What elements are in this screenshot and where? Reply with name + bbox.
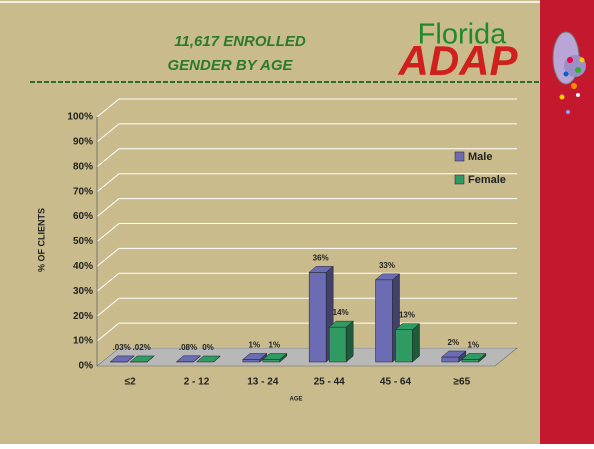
bar — [396, 324, 420, 362]
x-axis-label: AGE — [289, 397, 302, 403]
value-label: 0% — [202, 343, 214, 352]
value-label: .08% — [179, 343, 197, 352]
y-tick-label: 90% — [73, 137, 93, 148]
bar-front — [263, 360, 280, 362]
value-label: 13% — [399, 311, 415, 320]
legend-label: Female — [468, 174, 506, 186]
x-tick-label: ≥65 — [454, 377, 471, 388]
bar-front — [442, 357, 459, 362]
x-tick-label: 2 - 12 — [184, 377, 210, 388]
y-axis-label: % OF CLIENTS — [36, 208, 46, 272]
x-tick-label: 13 - 24 — [247, 377, 279, 388]
bar-front — [329, 327, 346, 362]
value-label: 14% — [333, 308, 349, 317]
logo-adap: ADAP — [397, 37, 518, 84]
value-label: 33% — [379, 261, 395, 270]
y-tick-label: 50% — [73, 236, 93, 247]
legend-swatch — [455, 175, 464, 184]
bar-front — [462, 360, 479, 362]
legend-swatch — [455, 152, 464, 161]
value-label: 1% — [269, 341, 281, 350]
bar — [329, 321, 353, 362]
y-tick-label: 100% — [67, 112, 93, 123]
y-tick-label: 70% — [73, 186, 93, 197]
y-tick-label: 40% — [73, 261, 93, 272]
bar-front — [376, 280, 393, 362]
value-label: 36% — [313, 253, 329, 262]
value-label: 1% — [468, 341, 480, 350]
bar-side — [413, 324, 420, 362]
y-tick-label: 60% — [73, 211, 93, 222]
bar-front — [309, 272, 326, 362]
bar-side — [346, 321, 353, 362]
legend-label: Male — [468, 151, 492, 163]
chart-title: 11,617 ENROLLED — [174, 33, 306, 50]
slide: 11,617 ENROLLED GENDER BY AGE Florida AD… — [0, 0, 594, 444]
x-tick-label: 45 - 64 — [380, 377, 412, 388]
value-label: 1% — [249, 341, 261, 350]
y-tick-label: 0% — [79, 361, 94, 372]
y-tick-label: 10% — [73, 336, 93, 347]
y-tick-label: 30% — [73, 286, 93, 297]
x-tick-label: ≤2 — [125, 377, 136, 388]
y-tick-label: 80% — [73, 161, 93, 172]
bar-front — [243, 360, 260, 362]
x-tick-label: 25 - 44 — [314, 377, 346, 388]
chart-subtitle: GENDER BY AGE — [167, 57, 293, 74]
value-label: .03% — [113, 343, 131, 352]
value-label: 2% — [448, 338, 460, 347]
value-label: .02% — [133, 343, 151, 352]
y-tick-label: 20% — [73, 311, 93, 322]
bar-front — [396, 330, 413, 362]
